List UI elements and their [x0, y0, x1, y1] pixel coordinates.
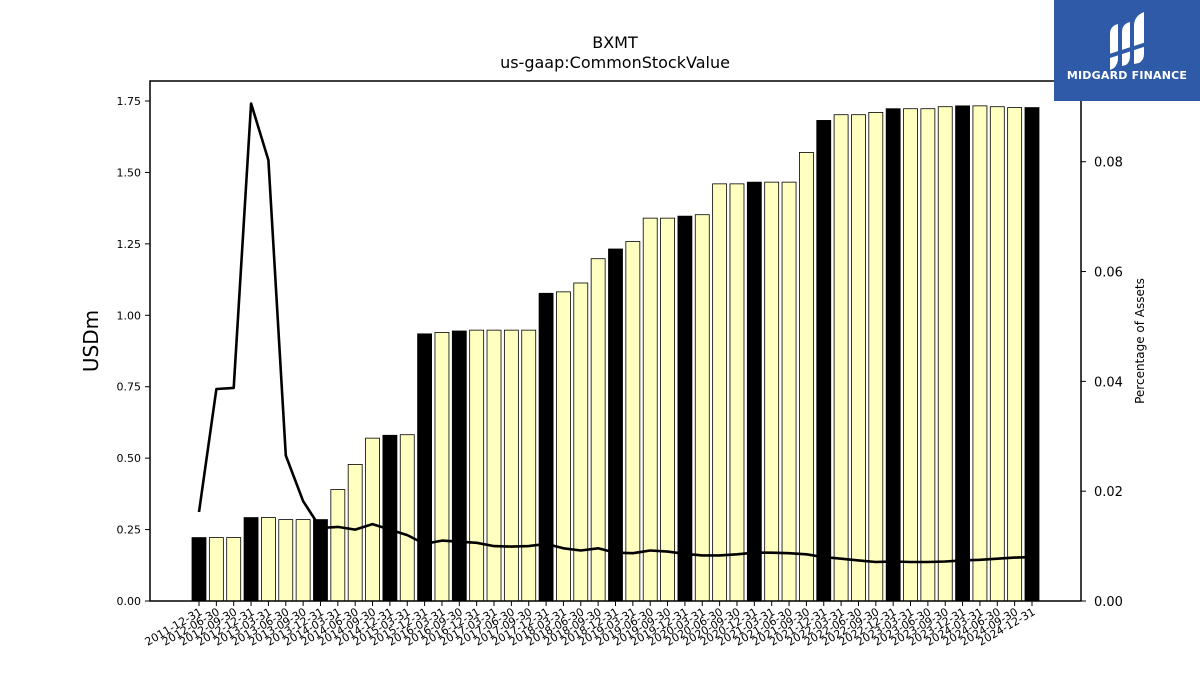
plot-frame: [149, 80, 1082, 602]
bar: [330, 489, 346, 602]
y2-tick-label: 0.08: [1094, 156, 1123, 171]
bar: [660, 217, 675, 602]
y-axis-ticks: 0.00 0.25 0.50 0.75 1.00 1.25 1.50 1.75: [117, 95, 150, 608]
bar: [694, 214, 710, 602]
bar: [503, 329, 519, 602]
chart-title: BXMT: [592, 33, 638, 52]
bar: [486, 329, 502, 602]
bar: [226, 537, 242, 602]
bar: [955, 105, 970, 602]
bar: [937, 106, 953, 602]
bar-series: [191, 105, 1040, 602]
bar: [608, 248, 623, 602]
bar: [434, 332, 450, 602]
bar: [972, 105, 988, 602]
bar: [191, 537, 207, 602]
bar: [313, 519, 328, 602]
y-tick-label: 0.00: [117, 595, 142, 608]
bar: [208, 537, 224, 602]
bar: [382, 434, 398, 602]
bar: [851, 114, 866, 602]
bar: [625, 241, 641, 602]
bar: [365, 437, 380, 602]
bar: [1024, 107, 1040, 602]
brand-logo: MIDGARD FINANCE: [1054, 0, 1200, 101]
bar: [833, 114, 849, 602]
bar: [261, 517, 276, 602]
bar: [764, 181, 780, 602]
bar: [781, 181, 797, 602]
y2-tick-label: 0.06: [1094, 266, 1123, 281]
bar: [746, 181, 762, 602]
x-axis-ticks: 2011-12-312012-06-302012-09-302012-12-31…: [143, 601, 1038, 649]
y-tick-label: 0.75: [117, 381, 142, 394]
y-tick-label: 0.25: [117, 524, 142, 537]
y-axis-label: USDm: [79, 310, 103, 372]
bar: [347, 464, 363, 602]
bar: [989, 106, 1005, 602]
logo-text: MIDGARD FINANCE: [1066, 69, 1188, 82]
bar: [798, 152, 814, 602]
bar: [469, 329, 485, 602]
bar: [920, 108, 936, 602]
bar: [1007, 107, 1023, 602]
bar: [521, 329, 537, 602]
line-series: [197, 102, 1033, 564]
bar: [712, 183, 728, 602]
bar: [538, 292, 554, 602]
bar: [278, 519, 294, 602]
bar: [417, 333, 433, 602]
bar: [868, 112, 884, 602]
bar: [399, 434, 415, 602]
bar: [451, 330, 467, 602]
bar: [885, 108, 901, 602]
y-tick-label: 1.25: [117, 238, 142, 251]
y-tick-label: 1.50: [117, 166, 142, 179]
percentage-line: [197, 102, 1033, 564]
bar: [903, 108, 918, 602]
midgard-m-logo-icon: [1108, 12, 1148, 70]
y2-tick-label: 0.02: [1094, 485, 1123, 500]
chart-subtitle: us-gaap:CommonStockValue: [500, 53, 730, 72]
bar: [573, 282, 589, 602]
y-tick-label: 0.50: [117, 452, 142, 465]
y2-axis-ticks: 0.00 0.02 0.04 0.06 0.08: [1081, 156, 1123, 610]
y2-tick-label: 0.00: [1094, 595, 1123, 610]
bar: [729, 183, 745, 602]
bar: [295, 519, 311, 602]
y-tick-label: 1.75: [117, 95, 142, 108]
y2-tick-label: 0.04: [1094, 375, 1123, 390]
bar: [816, 120, 832, 602]
bar: [243, 517, 259, 602]
bar: [556, 291, 571, 602]
bar: [677, 215, 693, 602]
bar: [642, 217, 658, 602]
y2-axis-label: Percentage of Assets: [1133, 278, 1147, 404]
y-tick-label: 1.00: [117, 309, 142, 322]
